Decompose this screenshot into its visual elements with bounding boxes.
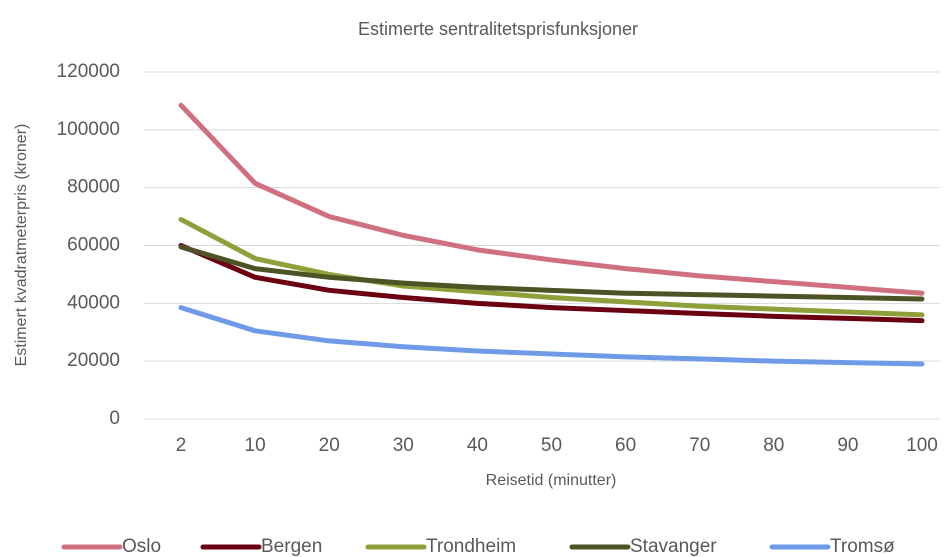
legend-label: Oslo — [122, 536, 161, 557]
x-tick-label: 10 — [245, 435, 266, 456]
x-axis-label: Reisetid (minutter) — [486, 472, 617, 489]
y-tick-label: 20000 — [67, 350, 120, 371]
y-tick-label: 40000 — [67, 292, 120, 313]
y-tick-label: 0 — [109, 408, 120, 429]
x-tick-label: 70 — [689, 435, 710, 456]
y-tick-label: 120000 — [57, 61, 120, 82]
x-tick-label: 90 — [837, 435, 858, 456]
legend-label: Trondheim — [426, 536, 516, 557]
y-tick-label: 60000 — [67, 235, 120, 256]
line-series — [178, 102, 925, 296]
line-series — [178, 244, 925, 302]
y-axis-label: Estimert kvadratmeterpris (kroner) — [13, 124, 30, 367]
x-tick-label: 2 — [176, 435, 187, 456]
x-tick-label: 30 — [393, 435, 414, 456]
legend-label: Stavanger — [630, 536, 717, 557]
legend-label: Bergen — [261, 536, 322, 557]
line-series — [178, 305, 925, 367]
legend-label: Tromsø — [830, 536, 895, 557]
x-tick-label: 80 — [763, 435, 784, 456]
line-series — [178, 216, 925, 318]
y-tick-label: 80000 — [67, 177, 120, 198]
x-tick-label: 50 — [541, 435, 562, 456]
y-tick-label: 100000 — [57, 119, 120, 140]
x-tick-label: 100 — [906, 435, 938, 456]
x-tick-label: 20 — [319, 435, 340, 456]
chart-title: Estimerte sentralitetsprisfunksjoner — [358, 19, 638, 39]
line-series — [178, 243, 925, 324]
x-tick-label: 60 — [615, 435, 636, 456]
x-tick-label: 40 — [467, 435, 488, 456]
